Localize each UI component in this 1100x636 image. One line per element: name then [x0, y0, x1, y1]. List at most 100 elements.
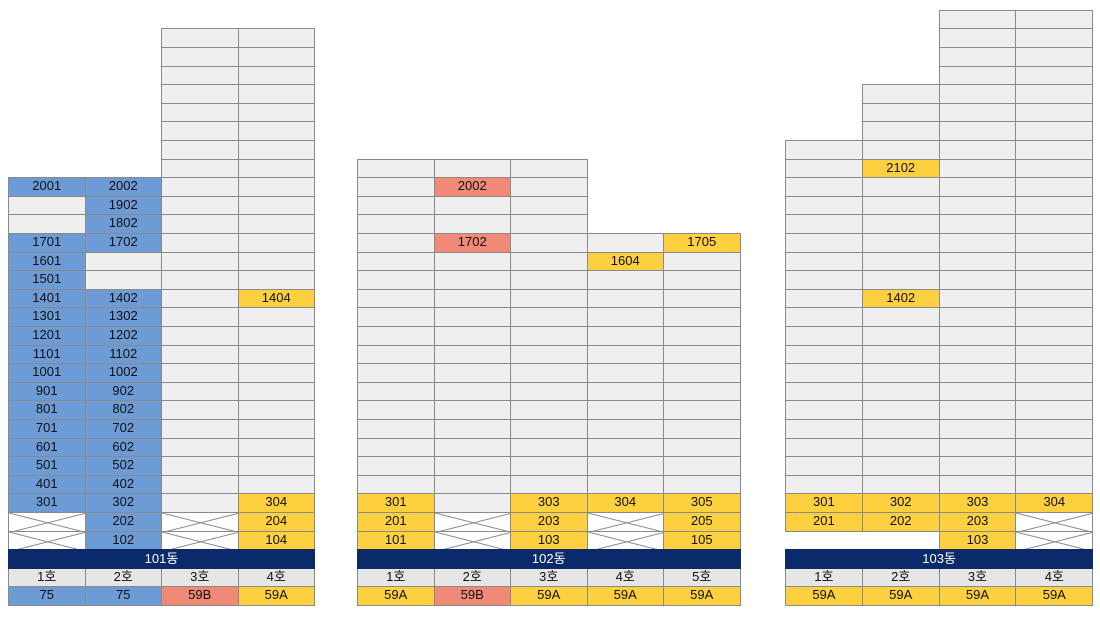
unit-type-label: 59A	[785, 586, 863, 606]
unit-cell	[237, 158, 315, 179]
unit-cell	[1015, 326, 1094, 346]
unit-cell	[161, 307, 239, 327]
unit-cell: 305	[663, 493, 741, 513]
unit-type-label: 59B	[433, 586, 511, 606]
unit-cell	[785, 400, 863, 420]
unit-cell	[161, 121, 239, 141]
unit-cell	[586, 456, 664, 476]
unit-cell	[861, 251, 940, 272]
unit-cell	[433, 270, 511, 290]
unit-cell	[237, 456, 315, 476]
unit-cell	[663, 400, 741, 420]
unit-cell	[1015, 84, 1094, 104]
unit-cell: 601	[8, 437, 86, 458]
unit-cell	[433, 326, 511, 346]
unit-cell: 1702	[433, 233, 511, 253]
unit-cell	[861, 270, 940, 290]
unit-cell	[785, 288, 863, 309]
unit-line-header: 1호	[785, 567, 863, 588]
unit-cell: 1101	[8, 344, 86, 365]
unit-cell	[663, 456, 741, 476]
unit-cell	[161, 233, 239, 253]
unit-cell	[161, 474, 239, 495]
unit-cell	[861, 102, 940, 123]
unit-cell	[861, 177, 940, 197]
unit-cell	[357, 158, 435, 179]
unit-cell	[8, 512, 86, 532]
unit-cell: 1402	[861, 288, 940, 309]
unit-type-label: 75	[8, 586, 86, 606]
unit-cell	[237, 121, 315, 141]
unit-cell	[1015, 177, 1094, 197]
unit-cell: 1102	[84, 344, 162, 365]
unit-cell	[84, 251, 162, 272]
unit-cell	[237, 474, 315, 495]
unit-cell: 201	[785, 512, 863, 532]
unit-cell	[237, 400, 315, 420]
unit-cell	[586, 344, 664, 365]
unit-cell	[161, 177, 239, 197]
unit-cell: 101	[357, 530, 435, 551]
unit-cell	[161, 214, 239, 234]
unit-cell	[938, 307, 1017, 327]
unit-cell	[161, 493, 239, 513]
unit-cell: 1902	[84, 195, 162, 216]
unit-cell: 1401	[8, 288, 86, 309]
unit-cell	[938, 84, 1017, 104]
unit-cell	[586, 233, 664, 253]
unit-cell	[357, 326, 435, 346]
unit-cell	[938, 419, 1017, 439]
unit-cell	[357, 456, 435, 476]
unit-cell	[586, 400, 664, 420]
unit-cell	[237, 270, 315, 290]
unit-cell	[8, 530, 86, 551]
unit-cell	[510, 288, 588, 309]
unit-cell	[785, 326, 863, 346]
unit-cell	[433, 400, 511, 420]
unit-cell	[861, 456, 940, 476]
unit-cell	[861, 344, 940, 365]
unit-cell: 1705	[663, 233, 741, 253]
unit-cell	[357, 419, 435, 439]
unit-line-header: 4호	[237, 567, 315, 588]
unit-cell	[237, 84, 315, 104]
unit-cell: 2002	[433, 177, 511, 197]
unit-cell	[161, 270, 239, 290]
unit-cell: 602	[84, 437, 162, 458]
unit-cell	[938, 456, 1017, 476]
unit-cell: 1404	[237, 288, 315, 309]
unit-cell: 304	[1015, 493, 1094, 513]
unit-cell	[161, 47, 239, 67]
unit-cell: 204	[237, 512, 315, 532]
unit-cell	[161, 28, 239, 48]
unit-cell	[161, 381, 239, 402]
unit-cell: 901	[8, 381, 86, 402]
unit-cell: 802	[84, 400, 162, 420]
unit-cell	[1015, 363, 1094, 383]
unit-cell	[433, 456, 511, 476]
unit-type-label: 59A	[586, 586, 664, 606]
unit-cell	[663, 288, 741, 309]
unit-cell: 301	[357, 493, 435, 513]
unit-cell: 203	[938, 512, 1017, 532]
unit-cell	[785, 419, 863, 439]
unit-cell	[586, 288, 664, 309]
unit-cell	[938, 140, 1017, 160]
unit-type-label: 59B	[161, 586, 239, 606]
unit-cell: 1501	[8, 270, 86, 290]
unit-cell	[433, 474, 511, 495]
unit-cell	[357, 270, 435, 290]
unit-cell	[938, 474, 1017, 495]
unit-cell: 1001	[8, 363, 86, 383]
unit-cell	[237, 214, 315, 234]
unit-cell: 304	[237, 493, 315, 513]
unit-cell	[938, 9, 1017, 30]
unit-cell: 702	[84, 419, 162, 439]
building-name-band: 103동	[785, 549, 1094, 569]
unit-cell	[663, 326, 741, 346]
unit-cell	[938, 121, 1017, 141]
unit-cell	[938, 270, 1017, 290]
unit-cell	[510, 270, 588, 290]
unit-cell	[785, 214, 863, 234]
unit-cell	[1015, 474, 1094, 495]
